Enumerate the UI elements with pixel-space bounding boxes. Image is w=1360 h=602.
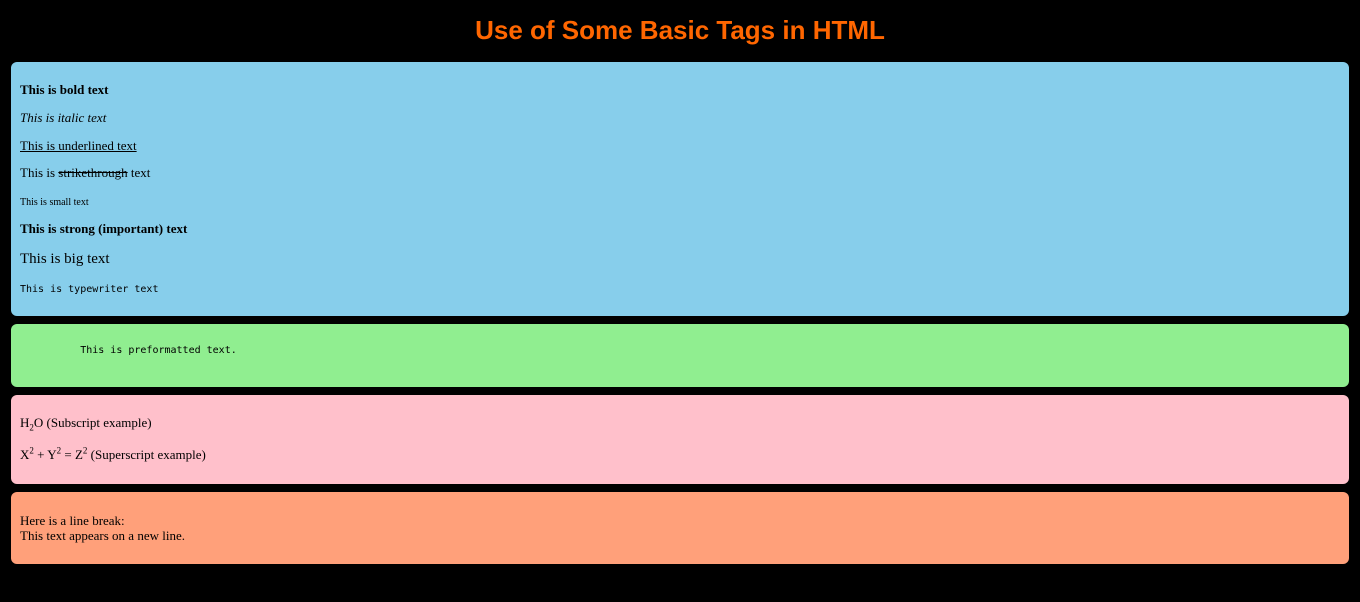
- line-break-first: Here is a line break:: [20, 513, 125, 528]
- page-title: Use of Some Basic Tags in HTML: [475, 15, 885, 45]
- formatting-box: This is bold text This is italic text Th…: [11, 62, 1349, 316]
- line-break-second: This text appears on a new line.: [20, 528, 185, 543]
- superscript-example: X2 + Y2 = Z2 (Superscript example): [20, 445, 206, 463]
- sub-base: H: [20, 415, 30, 430]
- sup-plus: + Y: [33, 447, 57, 462]
- preformatted-box: This is preformatted text.: [11, 324, 1349, 387]
- sub-after: O: [33, 415, 44, 430]
- sub-sup-box: H2O (Subscript example) X2 + Y2 = Z2 (Su…: [11, 395, 1349, 484]
- sup-z-exp: 2: [82, 445, 88, 456]
- sup-x-exp: 2: [29, 445, 34, 456]
- small-text: This is small text: [20, 197, 89, 208]
- sup-eq: = Z: [61, 447, 83, 462]
- preformatted-text: This is preformatted text.: [20, 345, 237, 356]
- underlined-text: This is underlined text: [20, 138, 137, 153]
- strikethrough-line: This is strikethrough text: [20, 165, 150, 181]
- subscript-digit: 2: [29, 422, 34, 433]
- strike-suffix: text: [127, 165, 151, 180]
- line-break-box: Here is a line break: This text appears …: [11, 492, 1349, 564]
- strike-prefix: This is: [20, 165, 59, 180]
- strikethrough-text: strikethrough: [58, 165, 128, 180]
- italic-text: This is italic text: [20, 110, 107, 125]
- subscript-label: (Subscript example): [43, 415, 152, 430]
- sup-y-exp: 2: [56, 445, 62, 456]
- subscript-example: H2O (Subscript example): [20, 415, 152, 433]
- sup-x: X: [20, 447, 30, 462]
- typewriter-text: This is typewriter text: [20, 284, 159, 295]
- bold-text: This is bold text: [20, 82, 109, 97]
- superscript-label: (Superscript example): [87, 447, 206, 462]
- strong-text: This is strong (important) text: [20, 221, 188, 236]
- big-text: This is big text: [20, 251, 110, 267]
